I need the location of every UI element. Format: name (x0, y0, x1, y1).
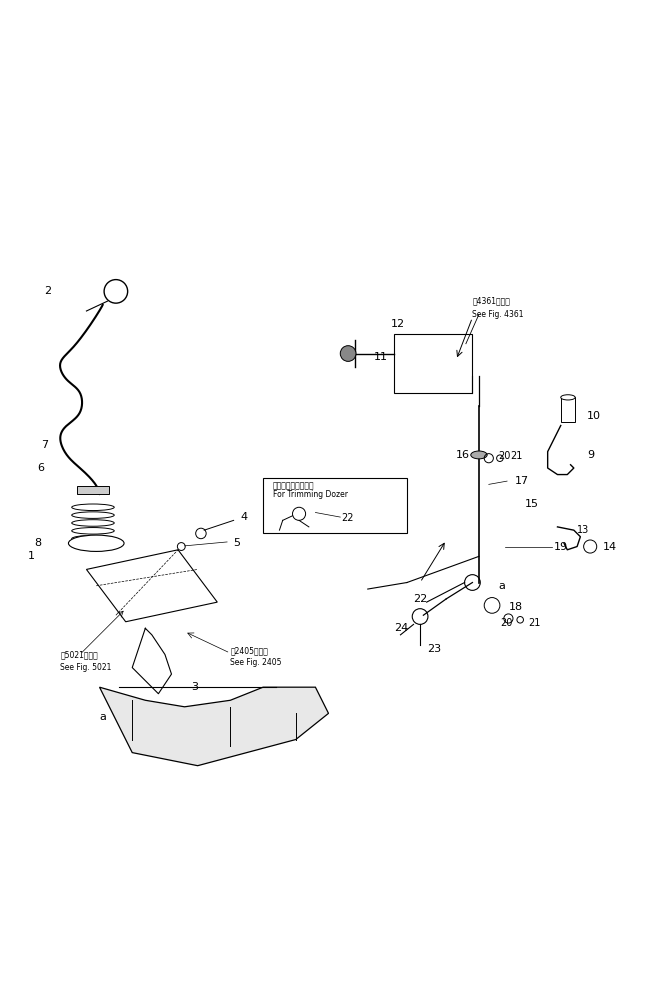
Text: 10: 10 (587, 410, 601, 420)
Ellipse shape (560, 395, 575, 400)
Bar (263, 478, 407, 533)
Text: 15: 15 (525, 499, 539, 509)
Ellipse shape (68, 535, 124, 551)
Text: 4: 4 (240, 512, 247, 522)
Text: 第5021図参照: 第5021図参照 (60, 650, 98, 659)
Text: a: a (99, 712, 106, 722)
Bar (394, 334, 472, 393)
Text: 21: 21 (528, 618, 541, 628)
Text: 22: 22 (342, 513, 354, 523)
Text: a: a (499, 582, 505, 592)
Text: 21: 21 (510, 451, 523, 461)
Text: 6: 6 (37, 463, 45, 473)
Circle shape (104, 279, 127, 303)
Circle shape (340, 346, 356, 362)
Circle shape (196, 528, 206, 538)
Text: 20: 20 (499, 451, 511, 461)
Text: 3: 3 (191, 682, 198, 692)
Text: 14: 14 (603, 541, 618, 551)
Text: 第2405図参照: 第2405図参照 (231, 647, 268, 655)
Text: 17: 17 (515, 476, 529, 486)
Bar (560, 397, 575, 422)
Circle shape (484, 598, 500, 613)
Bar (77, 486, 109, 494)
Text: 第4361図参照: 第4361図参照 (472, 296, 510, 305)
Text: 23: 23 (426, 644, 441, 654)
Polygon shape (99, 687, 328, 766)
Text: 18: 18 (509, 603, 522, 613)
Text: 20: 20 (501, 618, 513, 628)
Ellipse shape (471, 451, 487, 459)
Text: 1: 1 (28, 551, 35, 561)
Text: 24: 24 (394, 623, 408, 633)
Text: 16: 16 (456, 450, 470, 460)
Text: See Fig. 2405: See Fig. 2405 (231, 658, 282, 667)
Text: 9: 9 (587, 450, 594, 460)
Text: 2: 2 (44, 286, 51, 296)
Text: 5: 5 (234, 538, 240, 548)
Text: See Fig. 5021: See Fig. 5021 (60, 663, 112, 672)
Text: 13: 13 (577, 525, 589, 535)
Text: トリミングドーザ用: トリミングドーザ用 (273, 481, 315, 490)
Text: 7: 7 (41, 440, 48, 451)
Text: 11: 11 (374, 352, 388, 362)
Text: 8: 8 (34, 538, 41, 548)
Text: For Trimming Dozer: For Trimming Dozer (273, 490, 348, 499)
Text: 19: 19 (555, 541, 568, 551)
Text: 22: 22 (413, 594, 428, 604)
Text: 12: 12 (391, 320, 405, 329)
Text: See Fig. 4361: See Fig. 4361 (472, 309, 524, 319)
